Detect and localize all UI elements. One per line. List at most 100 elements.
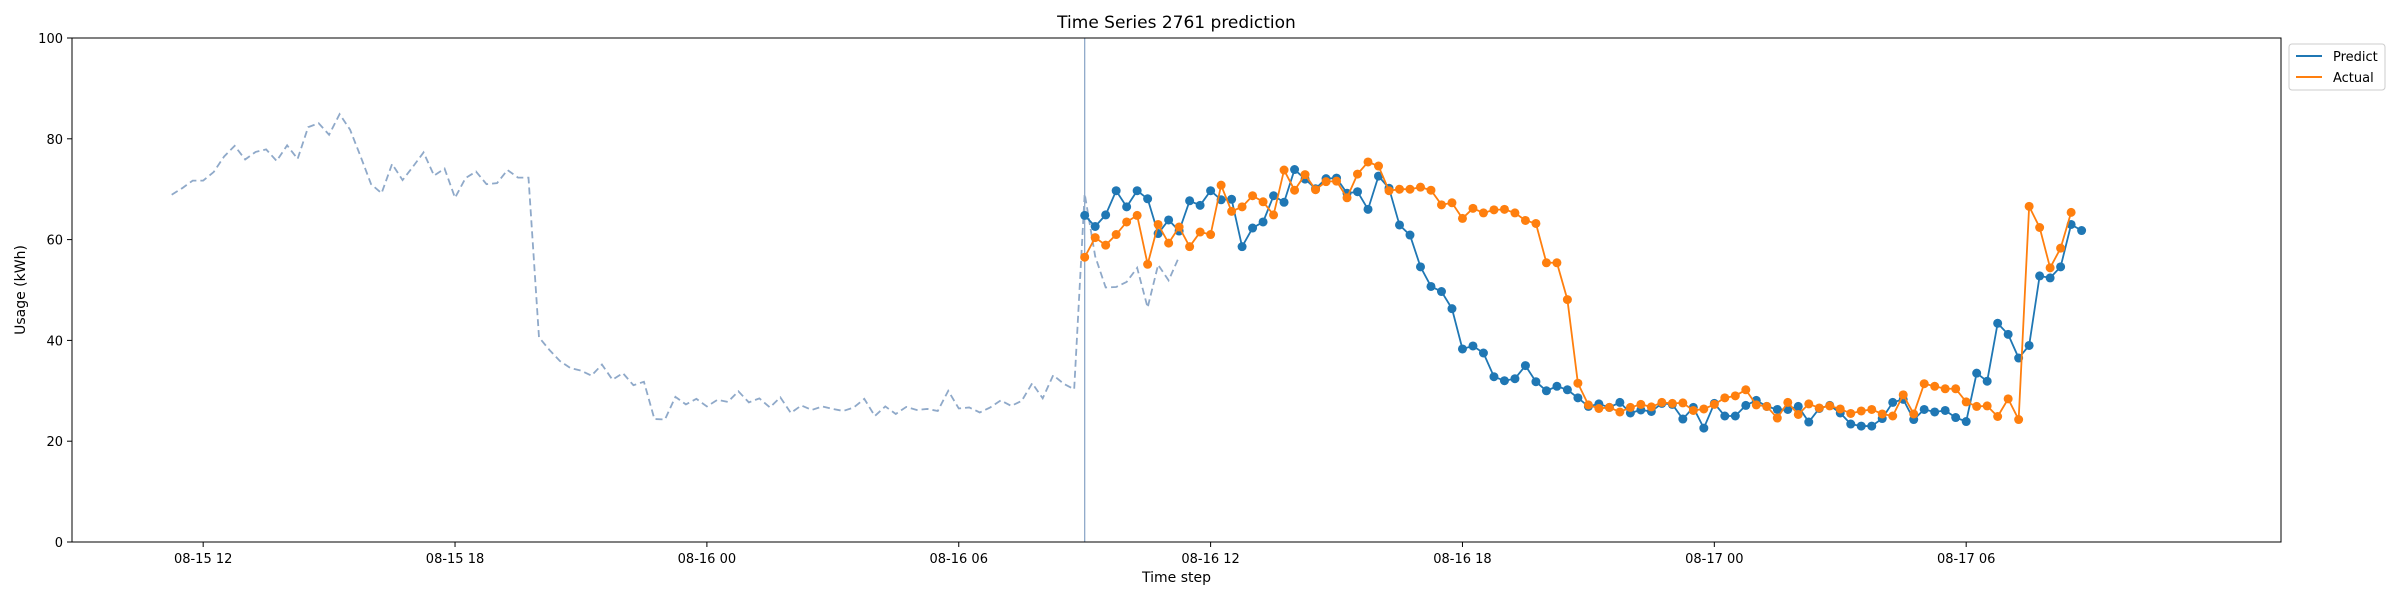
predict-point xyxy=(1699,424,1708,433)
predict-point xyxy=(1248,224,1257,233)
predict-point xyxy=(1080,211,1089,220)
predict-point xyxy=(1458,344,1467,353)
actual-point xyxy=(2035,223,2044,232)
actual-point xyxy=(1615,407,1624,416)
actual-point xyxy=(1626,403,1635,412)
legend-actual-label: Actual xyxy=(2333,71,2374,86)
actual-point xyxy=(1091,233,1100,242)
predict-point xyxy=(1196,201,1205,210)
predict-point xyxy=(1395,220,1404,229)
actual-point xyxy=(2025,202,2034,211)
actual-point xyxy=(1668,399,1677,408)
actual-point xyxy=(1752,400,1761,409)
actual-point xyxy=(1468,204,1477,213)
predict-point xyxy=(1972,369,1981,378)
actual-point xyxy=(1962,397,1971,406)
predict-point xyxy=(1479,349,1488,358)
actual-point xyxy=(1636,400,1645,409)
actual-point xyxy=(1196,228,1205,237)
x-tick-label: 08-16 00 xyxy=(678,552,736,567)
predict-point xyxy=(1615,398,1624,407)
actual-point xyxy=(1447,198,1456,207)
actual-point xyxy=(1647,402,1656,411)
actual-point xyxy=(1458,214,1467,223)
actual-point xyxy=(1573,379,1582,388)
actual-point xyxy=(1531,219,1540,228)
actual-point xyxy=(1521,216,1530,225)
actual-point xyxy=(1731,391,1740,400)
predict-point xyxy=(1962,417,1971,426)
actual-point xyxy=(1227,207,1236,216)
actual-point xyxy=(1416,183,1425,192)
actual-point xyxy=(1941,384,1950,393)
actual-point xyxy=(1364,157,1373,166)
predict-point xyxy=(1510,374,1519,383)
predict-point xyxy=(1437,287,1446,296)
x-tick-label: 08-16 06 xyxy=(930,552,988,567)
actual-point xyxy=(1259,197,1268,206)
predict-point xyxy=(1185,196,1194,205)
predict-point xyxy=(1290,165,1299,174)
predict-point xyxy=(2004,330,2013,339)
predict-point xyxy=(1563,385,1572,394)
actual-point xyxy=(1080,253,1089,262)
actual-point xyxy=(1217,181,1226,190)
actual-point xyxy=(1542,258,1551,267)
x-tick-label: 08-15 12 xyxy=(174,552,232,567)
actual-point xyxy=(2046,263,2055,272)
actual-point xyxy=(1322,177,1331,186)
actual-point xyxy=(1426,186,1435,195)
actual-point xyxy=(1594,404,1603,413)
predict-point xyxy=(1846,420,1855,429)
predict-point xyxy=(2046,273,2055,282)
actual-point xyxy=(1657,398,1666,407)
x-tick-label: 08-17 06 xyxy=(1937,552,1995,567)
actual-point xyxy=(1280,166,1289,175)
actual-point xyxy=(1867,405,1876,414)
x-tick-label: 08-15 18 xyxy=(426,552,484,567)
predict-point xyxy=(1468,341,1477,350)
predict-point xyxy=(1930,407,1939,416)
predict-point xyxy=(1489,372,1498,381)
actual-point xyxy=(1154,220,1163,229)
predict-point xyxy=(1353,187,1362,196)
predict-point xyxy=(1993,319,2002,328)
actual-point xyxy=(1983,401,1992,410)
actual-point xyxy=(1405,185,1414,194)
actual-point xyxy=(1437,200,1446,209)
x-tick-label: 08-17 00 xyxy=(1685,552,1743,567)
actual-point xyxy=(1133,211,1142,220)
x-tick-label: 08-16 18 xyxy=(1433,552,1491,567)
y-tick-label: 80 xyxy=(46,133,63,148)
predict-point xyxy=(1133,186,1142,195)
predict-point xyxy=(1112,186,1121,195)
actual-point xyxy=(1385,186,1394,195)
actual-point xyxy=(1899,390,1908,399)
actual-point xyxy=(1773,414,1782,423)
predict-point xyxy=(1941,406,1950,415)
predict-point xyxy=(1542,386,1551,395)
actual-point xyxy=(1248,191,1257,200)
actual-point xyxy=(1720,393,1729,402)
predict-point xyxy=(1500,376,1509,385)
actual-point xyxy=(2067,208,2076,217)
predict-point xyxy=(1531,377,1540,386)
actual-point xyxy=(1783,398,1792,407)
actual-point xyxy=(1185,242,1194,251)
actual-point xyxy=(1804,399,1813,408)
actual-point xyxy=(1972,402,1981,411)
actual-point xyxy=(1269,210,1278,219)
actual-point xyxy=(1353,170,1362,179)
predict-point xyxy=(1143,194,1152,203)
predict-point xyxy=(2056,262,2065,271)
predict-point xyxy=(1280,198,1289,207)
actual-point xyxy=(1238,202,1247,211)
y-tick-label: 0 xyxy=(55,536,63,551)
actual-point xyxy=(1689,406,1698,415)
actual-point xyxy=(1164,239,1173,248)
actual-point xyxy=(1762,402,1771,411)
predict-point xyxy=(1857,422,1866,431)
actual-point xyxy=(1395,185,1404,194)
